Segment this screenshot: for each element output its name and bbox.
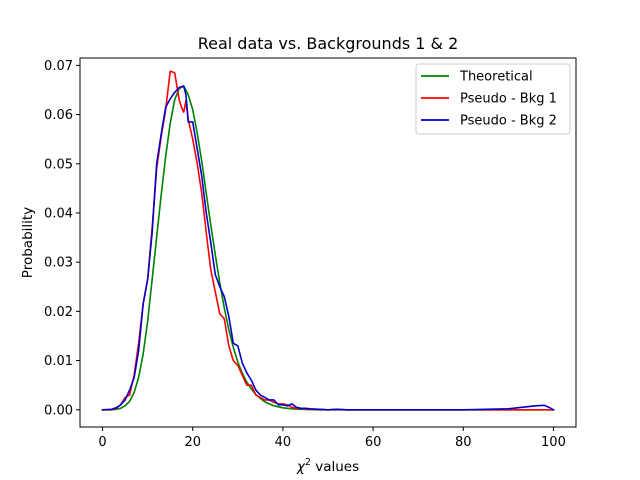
chart-title: Real data vs. Backgrounds 1 & 2 <box>198 34 459 53</box>
y-tick-label: 0.06 <box>44 108 73 123</box>
y-tick-label: 0.04 <box>44 206 73 221</box>
y-tick-label: 0.01 <box>44 354 73 369</box>
x-axis-label-symbol: χ <box>296 459 306 475</box>
x-tick-label: 20 <box>184 435 201 450</box>
x-tick-label: 100 <box>541 435 566 450</box>
x-tick-label: 60 <box>365 435 382 450</box>
legend-box <box>415 63 571 135</box>
x-tick-label: 80 <box>455 435 472 450</box>
y-tick-label: 0.05 <box>44 157 73 172</box>
y-tick-label: 0.00 <box>44 403 73 418</box>
axes-frame <box>79 57 577 428</box>
series-line-3 <box>101 85 555 411</box>
y-tick-label: 0.07 <box>44 59 73 74</box>
x-axis-label-text: values <box>311 459 359 475</box>
x-axis-label: χ2 values <box>296 457 359 475</box>
y-axis: 0.00 0.01 0.02 0.03 0.04 0.05 0.06 0.07 <box>44 59 80 418</box>
legend-label: Theoretical <box>459 70 533 85</box>
x-axis: 0 20 40 60 80 100 <box>98 427 566 450</box>
y-tick-label: 0.02 <box>44 305 73 320</box>
x-tick-label: 0 <box>98 435 106 450</box>
y-tick-label: 0.03 <box>44 256 73 271</box>
legend-label: Pseudo - Bkg 1 <box>460 92 557 107</box>
plot-area <box>101 70 555 411</box>
y-axis-label: Probability <box>20 207 36 278</box>
legend: Theoretical Pseudo - Bkg 1 Pseudo - Bkg 2 <box>415 63 571 135</box>
x-axis-label-superscript: 2 <box>305 457 311 468</box>
x-tick-label: 40 <box>275 435 292 450</box>
legend-label: Pseudo - Bkg 2 <box>460 114 557 129</box>
